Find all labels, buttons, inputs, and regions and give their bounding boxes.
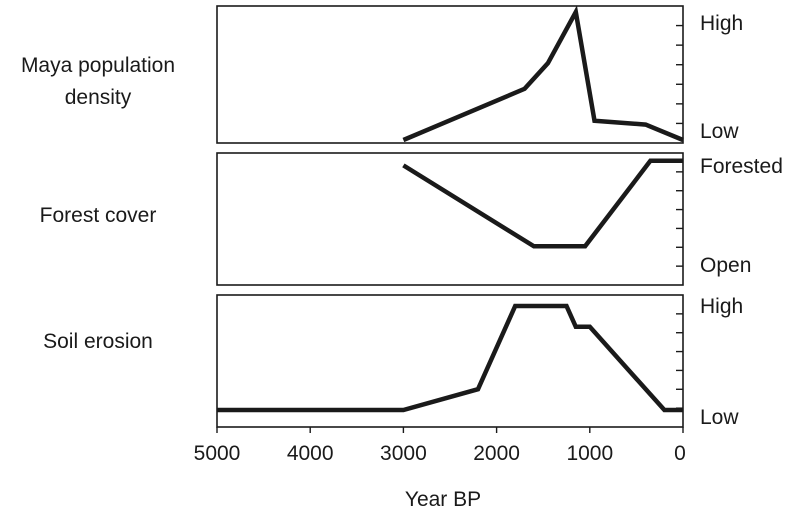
- panel-2: Forest cover Forested Open: [40, 152, 783, 286]
- chart-panels: Maya population density High Low Forest cove…: [21, 5, 783, 429]
- y-low-label: Low: [700, 120, 739, 143]
- series-line: [217, 303, 683, 413]
- y-high-label: High: [700, 295, 743, 318]
- x-axis-title: Year BP: [405, 488, 481, 511]
- x-tick-label: 5000: [194, 442, 241, 465]
- y-high-label: Forested: [700, 155, 783, 178]
- series-line: [402, 158, 683, 249]
- x-tick-label: 1000: [566, 442, 613, 465]
- panel-frame: [216, 5, 684, 144]
- panel-frame: [216, 152, 684, 286]
- x-tick-label: 4000: [287, 442, 334, 465]
- x-tick-label: 3000: [380, 442, 427, 465]
- panel-1: Maya population density High Low: [21, 5, 743, 144]
- panel-label-line: Soil erosion: [43, 330, 153, 353]
- panel-label: Forest cover: [40, 204, 157, 227]
- panel-frame: [216, 294, 684, 428]
- x-tick-label: 0: [674, 442, 686, 465]
- panel-label: Soil erosion: [43, 330, 153, 353]
- y-high-label: High: [700, 12, 743, 35]
- panel-label: Maya population density: [21, 54, 175, 109]
- panel-3: Soil erosion High Low: [43, 294, 743, 429]
- x-tick-label: 2000: [473, 442, 520, 465]
- panel-label-line: Maya population: [21, 54, 175, 77]
- y-low-label: Low: [700, 406, 739, 429]
- panel-label-line: Forest cover: [40, 204, 157, 227]
- series-line: [402, 5, 684, 143]
- panel-label-line: density: [65, 86, 132, 109]
- y-low-label: Open: [700, 254, 751, 277]
- x-axis: 5000 4000 3000 2000 1000 0: [194, 427, 686, 465]
